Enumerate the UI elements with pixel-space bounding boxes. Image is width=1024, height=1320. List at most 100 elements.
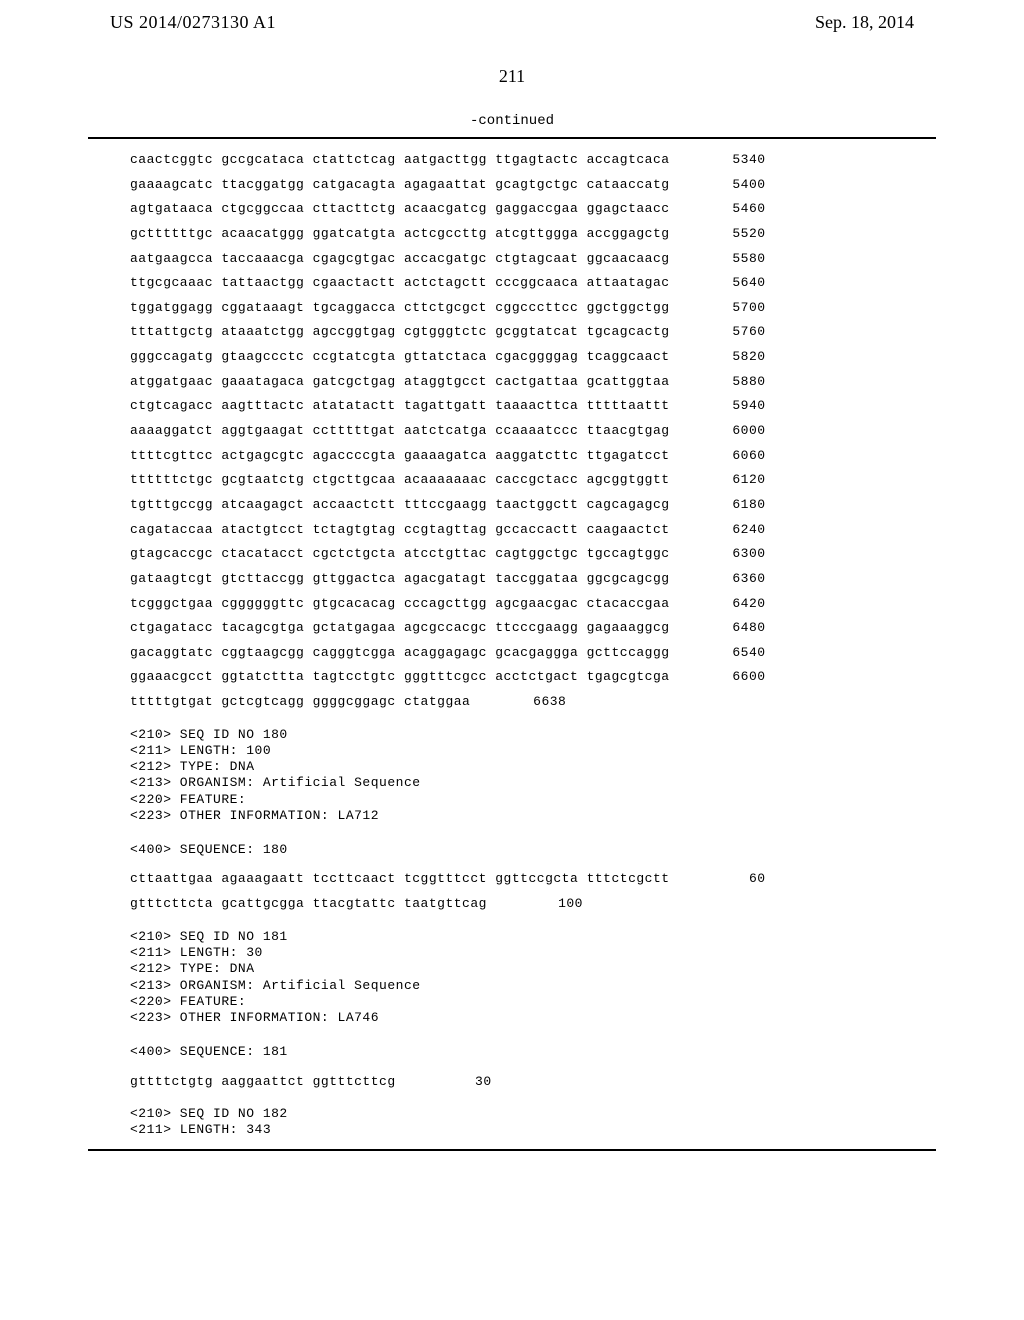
sequence-groups: aatgaagcca taccaaacga cgagcgtgac accacga… — [130, 252, 670, 266]
meta-line: <400> SEQUENCE: 181 — [130, 1044, 1024, 1060]
sequence-groups: ttttttctgc gcgtaatctg ctgcttgcaa acaaaaa… — [130, 473, 670, 487]
sequence-line: cagataccaa atactgtcct tctagtgtag ccgtagt… — [130, 523, 1024, 537]
sequence-block: cttaattgaa agaaagaatt tccttcaact tcggttt… — [130, 872, 1024, 910]
sequence-groups: tggatggagg cggataaagt tgcaggacca cttctgc… — [130, 301, 670, 315]
sequence-line: ttgcgcaaac tattaactgg cgaactactt actctag… — [130, 276, 1024, 290]
sequence-position: 6638 — [486, 695, 566, 709]
sequence-line: tggatggagg cggataaagt tgcaggacca cttctgc… — [130, 301, 1024, 315]
bottom-rule — [88, 1149, 936, 1151]
sequence-groups: gcttttttgc acaacatggg ggatcatgta actcgcc… — [130, 227, 670, 241]
sequence-groups: atggatgaac gaaatagaca gatcgctgag ataggtg… — [130, 375, 670, 389]
sequence-position: 6300 — [686, 547, 766, 561]
sequence-groups: agtgataaca ctgcggccaa cttacttctg acaacga… — [130, 202, 670, 216]
sequence-groups: tcgggctgaa cggggggttc gtgcacacag cccagct… — [130, 597, 670, 611]
sequence-groups: gaaaagcatc ttacggatgg catgacagta agagaat… — [130, 178, 670, 192]
sequence-groups: caactcggtc gccgcataca ctattctcag aatgact… — [130, 153, 670, 167]
sequence-position: 5820 — [686, 350, 766, 364]
meta-line: <211> LENGTH: 100 — [130, 743, 1024, 759]
sequence-position: 6000 — [686, 424, 766, 438]
sequence-groups: gttttctgtg aaggaattct ggtttcttcg — [130, 1075, 396, 1089]
meta-line: <212> TYPE: DNA — [130, 961, 1024, 977]
sequence-line: tttttgtgat gctcgtcagg ggggcggagc ctatgga… — [130, 695, 1024, 709]
sequence-groups: ctgtcagacc aagtttactc atatatactt tagattg… — [130, 399, 670, 413]
sequence-position: 6540 — [686, 646, 766, 660]
sequence-line: ttttcgttcc actgagcgtc agaccccgta gaaaaga… — [130, 449, 1024, 463]
sequence-position: 5880 — [686, 375, 766, 389]
top-rule — [88, 137, 936, 139]
sequence-position: 5520 — [686, 227, 766, 241]
sequence-line: gaaaagcatc ttacggatgg catgacagta agagaat… — [130, 178, 1024, 192]
sequence-groups: gtttcttcta gcattgcgga ttacgtattc taatgtt… — [130, 897, 487, 911]
meta-line: <223> OTHER INFORMATION: LA712 — [130, 808, 1024, 824]
page-number: 211 — [0, 66, 1024, 87]
sequence-position: 5700 — [686, 301, 766, 315]
sequence-line: agtgataaca ctgcggccaa cttacttctg acaacga… — [130, 202, 1024, 216]
sequence-line: ctgtcagacc aagtttactc atatatactt tagattg… — [130, 399, 1024, 413]
meta-line: <210> SEQ ID NO 180 — [130, 727, 1024, 743]
sequence-position: 6060 — [686, 449, 766, 463]
meta-line: <211> LENGTH: 343 — [130, 1122, 1024, 1138]
sequence-groups: gtagcaccgc ctacatacct cgctctgcta atcctgt… — [130, 547, 670, 561]
sequence-line: tgtttgccgg atcaagagct accaactctt tttccga… — [130, 498, 1024, 512]
sequence-position: 6600 — [686, 670, 766, 684]
sequence-groups: tgtttgccgg atcaagagct accaactctt tttccga… — [130, 498, 670, 512]
sequence-position: 6360 — [686, 572, 766, 586]
publication-date: Sep. 18, 2014 — [815, 12, 914, 33]
sequence-line: gataagtcgt gtcttaccgg gttggactca agacgat… — [130, 572, 1024, 586]
sequence-position: 5760 — [686, 325, 766, 339]
sequence-position: 6480 — [686, 621, 766, 635]
sequence-line: tttattgctg ataaatctgg agccggtgag cgtgggt… — [130, 325, 1024, 339]
sequence-groups: ttttcgttcc actgagcgtc agaccccgta gaaaaga… — [130, 449, 670, 463]
sequence-line: ggaaacgcct ggtatcttta tagtcctgtc gggtttc… — [130, 670, 1024, 684]
meta-line: <223> OTHER INFORMATION: LA746 — [130, 1010, 1024, 1026]
sequence-line: aaaaggatct aggtgaagat cctttttgat aatctca… — [130, 424, 1024, 438]
sequence-line: atggatgaac gaaatagaca gatcgctgag ataggtg… — [130, 375, 1024, 389]
sequence-position: 5940 — [686, 399, 766, 413]
sequence-groups: gacaggtatc cggtaagcgg cagggtcgga acaggag… — [130, 646, 670, 660]
sequence-meta: <210> SEQ ID NO 181<211> LENGTH: 30<212>… — [130, 929, 1024, 1027]
sequence-groups: ttgcgcaaac tattaactgg cgaactactt actctag… — [130, 276, 670, 290]
sequence-position: 6120 — [686, 473, 766, 487]
sequence-meta: <210> SEQ ID NO 180<211> LENGTH: 100<212… — [130, 727, 1024, 825]
sequence-groups: tttattgctg ataaatctgg agccggtgag cgtgggt… — [130, 325, 670, 339]
meta-line: <210> SEQ ID NO 181 — [130, 929, 1024, 945]
sequence-groups: gataagtcgt gtcttaccgg gttggactca agacgat… — [130, 572, 670, 586]
meta-line: <213> ORGANISM: Artificial Sequence — [130, 978, 1024, 994]
continued-label: -continued — [0, 113, 1024, 129]
sequence-line: gcttttttgc acaacatggg ggatcatgta actcgcc… — [130, 227, 1024, 241]
sequence-position: 30 — [412, 1075, 492, 1089]
sequence-groups: ggaaacgcct ggtatcttta tagtcctgtc gggtttc… — [130, 670, 670, 684]
sequence-line: gtttcttcta gcattgcgga ttacgtattc taatgtt… — [130, 897, 1024, 911]
sequence-groups: cagataccaa atactgtcct tctagtgtag ccgtagt… — [130, 523, 670, 537]
meta-line: <212> TYPE: DNA — [130, 759, 1024, 775]
sequence-groups: aaaaggatct aggtgaagat cctttttgat aatctca… — [130, 424, 670, 438]
sequence-line: ctgagatacc tacagcgtga gctatgagaa agcgcca… — [130, 621, 1024, 635]
sequence-position: 5640 — [686, 276, 766, 290]
sequence-header: <400> SEQUENCE: 180 — [130, 842, 1024, 858]
sequence-position: 5340 — [686, 153, 766, 167]
sequence-block: gttttctgtg aaggaattct ggtttcttcg 30 — [130, 1075, 1024, 1089]
sequence-position: 6180 — [686, 498, 766, 512]
sequence-position: 5580 — [686, 252, 766, 266]
sequence-position: 5460 — [686, 202, 766, 216]
sequence-line: ttttttctgc gcgtaatctg ctgcttgcaa acaaaaa… — [130, 473, 1024, 487]
sequence-line: gttttctgtg aaggaattct ggtttcttcg 30 — [130, 1075, 1024, 1089]
sequence-line: tcgggctgaa cggggggttc gtgcacacag cccagct… — [130, 597, 1024, 611]
meta-line: <211> LENGTH: 30 — [130, 945, 1024, 961]
sequence-line: aatgaagcca taccaaacga cgagcgtgac accacga… — [130, 252, 1024, 266]
sequence-groups: tttttgtgat gctcgtcagg ggggcggagc ctatgga… — [130, 695, 470, 709]
meta-line: <213> ORGANISM: Artificial Sequence — [130, 775, 1024, 791]
sequence-line: cttaattgaa agaaagaatt tccttcaact tcggttt… — [130, 872, 1024, 886]
sequence-line: caactcggtc gccgcataca ctattctcag aatgact… — [130, 153, 1024, 167]
sequence-position: 60 — [686, 872, 766, 886]
sequence-position: 6240 — [686, 523, 766, 537]
sequence-block: caactcggtc gccgcataca ctattctcag aatgact… — [130, 153, 1024, 709]
sequence-position: 100 — [503, 897, 583, 911]
meta-line: <220> FEATURE: — [130, 994, 1024, 1010]
publication-number: US 2014/0273130 A1 — [110, 12, 276, 33]
sequence-position: 5400 — [686, 178, 766, 192]
sequence-groups: cttaattgaa agaaagaatt tccttcaact tcggttt… — [130, 872, 670, 886]
meta-line: <210> SEQ ID NO 182 — [130, 1106, 1024, 1122]
sequence-line: gacaggtatc cggtaagcgg cagggtcgga acaggag… — [130, 646, 1024, 660]
sequence-groups: ctgagatacc tacagcgtga gctatgagaa agcgcca… — [130, 621, 670, 635]
